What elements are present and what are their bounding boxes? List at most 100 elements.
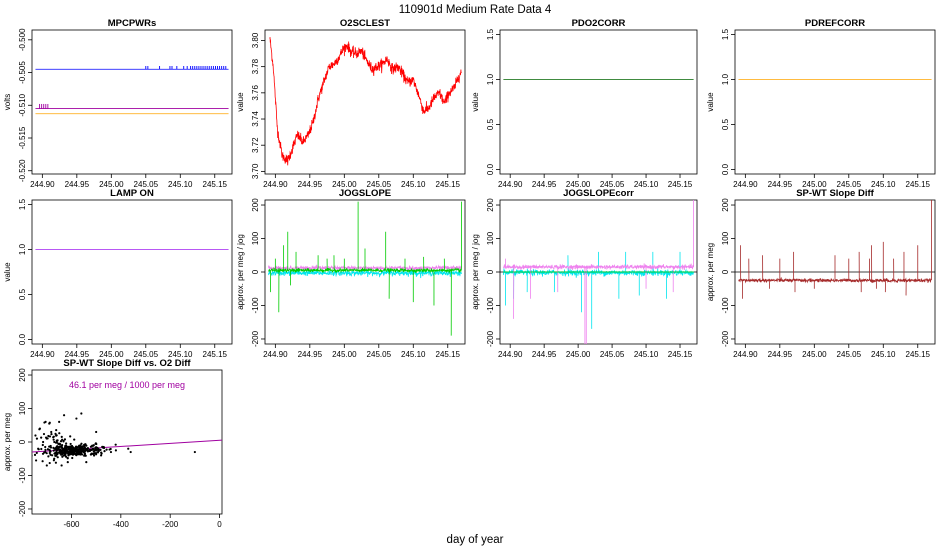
plot-area [268, 201, 462, 336]
y-axis-label: approx. per meg / jog [471, 234, 480, 310]
panel-jogslope: JOGSLOPE approx. per meg / jog 244.90 244.9… [236, 188, 466, 359]
scatter-point [80, 442, 83, 445]
series-line-1 [503, 200, 694, 344]
y-tick-label: -0.520 [18, 159, 27, 182]
series-line-0 [269, 37, 462, 166]
scatter-point [69, 435, 72, 438]
scatter-point [60, 435, 63, 438]
scatter-point [83, 454, 86, 457]
scatter-point [61, 449, 64, 452]
scatter-point [65, 442, 68, 445]
scatter-point [50, 430, 53, 434]
y-tick-label: -0.500 [18, 28, 27, 51]
y-tick-label: 1.0 [721, 73, 730, 85]
panel-lampon: LAMP ON value 244.90 244.95 245.00 245.05 245.… [3, 188, 233, 359]
panel-title: JOGSLOPE [339, 188, 391, 199]
y-tick-label: -200 [251, 330, 260, 347]
scatter-point [95, 442, 98, 446]
y-tick-label: 0.0 [721, 163, 730, 175]
scatter-point [95, 448, 98, 451]
x-tick-label: -400 [113, 520, 130, 529]
panel-jogslopecorr: JOGSLOPEcorr approx. per meg / jog 244.90 2… [471, 188, 698, 359]
x-tick-label: 244.95 [298, 350, 323, 359]
scatter-point [61, 438, 64, 441]
scatter-point [34, 459, 38, 462]
scatter-point [105, 448, 108, 451]
y-tick-label: 200 [486, 198, 495, 212]
panel-title: LAMP ON [110, 188, 154, 199]
y-tick-label: 100 [18, 401, 27, 415]
x-tick-label: 244.90 [498, 350, 523, 359]
scatter-point [43, 451, 46, 454]
scatter-point [54, 461, 58, 464]
scatter-point [63, 451, 66, 454]
y-tick-label: -100 [721, 297, 730, 314]
scatter-point [92, 447, 95, 451]
scatter-point [70, 444, 73, 448]
x-tick-label: 245.15 [436, 180, 461, 189]
scatter-point [58, 420, 61, 424]
x-tick-label: 244.90 [263, 350, 288, 359]
scatter-point [50, 433, 53, 436]
plot-frame [734, 29, 936, 175]
x-tick-label: 245.00 [802, 180, 827, 189]
scatter-point [45, 452, 48, 455]
scatter-point [60, 464, 63, 467]
scatter-point [61, 444, 64, 447]
scatter-point [62, 454, 65, 457]
plot-area [35, 66, 229, 115]
x-tick-label: 245.00 [332, 180, 357, 189]
scatter-point [129, 450, 132, 454]
scatter-point [44, 420, 47, 424]
x-tick-label: 244.95 [768, 180, 793, 189]
x-tick-label: 245.15 [203, 350, 228, 359]
x-tick-label: 244.90 [498, 180, 523, 189]
x-tick-label: 244.95 [65, 180, 90, 189]
scatter-point [42, 432, 46, 436]
x-tick-label: 244.95 [532, 350, 557, 359]
x-tick-label: 245.00 [99, 350, 124, 359]
y-tick-label: 1.5 [486, 28, 495, 40]
scatter-point [52, 449, 55, 452]
y-tick-label: 3.70 [251, 163, 260, 179]
x-tick-label: 244.90 [30, 350, 55, 359]
x-tick-label: -600 [63, 520, 80, 529]
x-tick-label: 245.15 [906, 350, 931, 359]
panel-title: MPCPWRs [108, 18, 157, 29]
x-tick-label: 245.15 [668, 350, 693, 359]
panel-title: SP-WT Slope Diff vs. O2 Diff [63, 358, 191, 369]
y-tick-label: 100 [486, 231, 495, 245]
scatter-point [46, 448, 50, 451]
scatter-point [92, 454, 96, 457]
scatter-point [65, 448, 68, 451]
scatter-point [54, 447, 57, 450]
scatter-point [89, 449, 92, 452]
x-tick-label: 245.00 [566, 350, 591, 359]
y-tick-label: 100 [721, 231, 730, 245]
scatter-point [52, 436, 55, 439]
scatter-point [100, 451, 103, 454]
scatter-point [33, 453, 37, 456]
scatter-point [127, 447, 130, 450]
scatter-point [66, 460, 69, 464]
scatter-point [101, 445, 104, 448]
scatter-point [94, 446, 97, 450]
scatter-point [96, 451, 100, 454]
plot-frame [31, 29, 233, 175]
y-axis-label: value [3, 262, 12, 282]
scatter-point [49, 453, 52, 456]
scatter-point [99, 448, 102, 451]
panel-spwt: SP-WT Slope Diff approx. per meg 244.90 244… [706, 188, 936, 359]
y-tick-label: 0 [251, 269, 260, 274]
y-tick-label: 0.5 [721, 118, 730, 130]
scatter-point [47, 455, 50, 458]
panel-pdrefcorr: PDREFCORR value 244.90 244.95 245.00 245.05 24… [706, 18, 936, 189]
scatter-point [73, 448, 76, 451]
scatter-point [108, 448, 111, 451]
y-tick-label: 0.5 [18, 288, 27, 300]
scatter-point [56, 456, 59, 459]
y-tick-label: -200 [721, 330, 730, 347]
x-tick-label: 245.15 [203, 180, 228, 189]
scatter-point [52, 438, 55, 441]
